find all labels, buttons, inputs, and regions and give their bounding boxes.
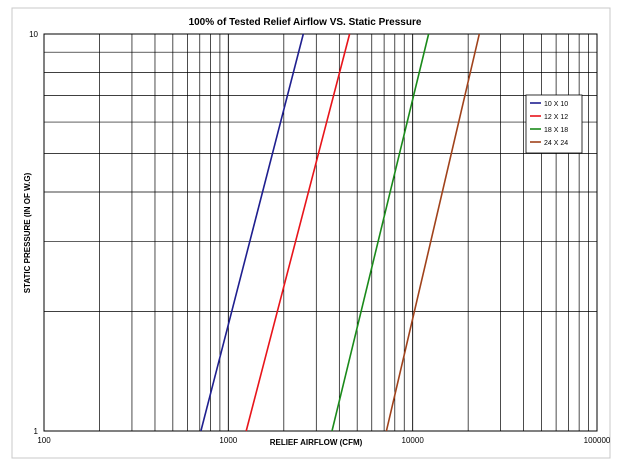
- x-tick-label: 100000: [584, 436, 611, 445]
- chart-title: 100% of Tested Relief Airflow VS. Static…: [189, 17, 422, 28]
- chart-frame: [11, 7, 611, 459]
- series-lines: [200, 33, 481, 432]
- grid: [44, 34, 597, 431]
- legend-label: 24 X 24: [544, 140, 568, 147]
- plot-area-border: [43, 33, 598, 432]
- x-tick-label: 1000: [219, 436, 237, 445]
- legend-label: 18 X 18: [544, 127, 568, 134]
- legend: 10 X 10 12 X 12 18 X 18 24 X 24: [525, 94, 583, 154]
- x-tick-label: 10000: [402, 436, 425, 445]
- x-tick-label: 100: [37, 436, 51, 445]
- series-line-18x18: [331, 33, 430, 432]
- legend-label: 12 X 12: [544, 114, 568, 121]
- series-line-10x10: [200, 33, 305, 432]
- legend-box: [525, 94, 583, 154]
- series-line-24x24: [385, 33, 481, 432]
- legend-label: 10 X 10: [544, 101, 568, 108]
- tick-labels: 100 1000 10000 100000 1 10: [29, 30, 611, 445]
- y-tick-label: 10: [29, 30, 38, 39]
- y-tick-label: 1: [34, 427, 39, 436]
- series-line-12x12: [245, 33, 351, 432]
- y-axis-label: STATIC PRESSURE (IN OF W.G): [23, 172, 32, 293]
- x-axis-label: RELIEF AIRFLOW (CFM): [270, 438, 363, 447]
